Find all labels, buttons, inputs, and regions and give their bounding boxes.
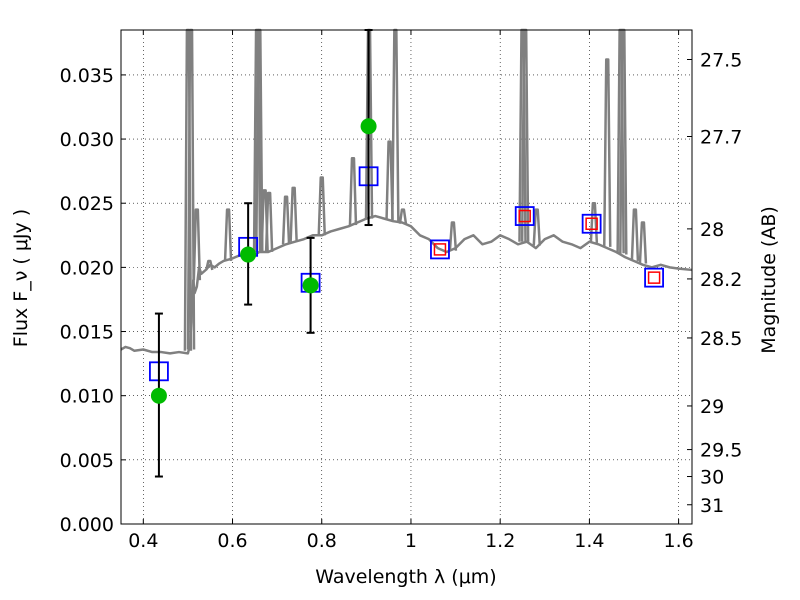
model-photometry-square [514, 206, 535, 226]
y-tick-label: 0.015 [60, 322, 114, 344]
spectrum-layer [120, 28, 693, 355]
emission-line [264, 191, 274, 253]
emission-line [192, 208, 202, 281]
y-tick-label: 0.000 [60, 514, 114, 536]
emission-line [602, 58, 612, 247]
emission-line [317, 176, 326, 236]
right-tick-label: 29.5 [700, 440, 742, 462]
emission-line [281, 195, 291, 245]
observed-point [240, 246, 257, 263]
emission-line [398, 208, 408, 224]
y-tick-label: 0.020 [60, 257, 114, 279]
model-photometry-square [581, 213, 602, 234]
x-axis-label: Wavelength λ (μm) [315, 566, 496, 588]
right-tick-label: 28.5 [700, 328, 742, 350]
emission-line [223, 208, 233, 262]
model-photometry-square [430, 239, 450, 260]
right-tick-label: 28.2 [700, 269, 742, 291]
y-tick-label: 0.035 [60, 65, 114, 87]
emission-line [589, 201, 599, 244]
y-tick-label: 0.025 [60, 193, 114, 215]
emission-line [638, 221, 648, 264]
right-tick-label: 30 [700, 467, 724, 489]
emission-line [289, 186, 298, 242]
upper-limit-square [647, 271, 661, 284]
plot-frame [120, 29, 693, 525]
y-tick-label: 0.030 [60, 129, 114, 151]
emission-line [205, 259, 214, 271]
right-tick-label: 27.7 [700, 126, 742, 148]
marker-layer [149, 29, 664, 478]
x-tick-label: 0.4 [128, 530, 158, 552]
right-tick-label: 28 [700, 219, 724, 241]
x-tick-label: 0.8 [307, 530, 337, 552]
observed-point [302, 277, 319, 294]
y-axis-label: Flux F_ν ( μJy ) [10, 209, 32, 347]
x-tick-label: 1.2 [485, 530, 515, 552]
model-photometry-square [644, 267, 664, 288]
observed-point [150, 387, 167, 404]
observed-point [360, 118, 377, 135]
emission-line [348, 157, 358, 226]
y-tick-label: 0.010 [60, 386, 114, 408]
y-tick-label: 0.005 [60, 450, 114, 472]
upper-limit-square [518, 209, 531, 223]
emission-line [391, 28, 400, 222]
x-tick-label: 1 [405, 530, 417, 552]
right-tick-label: 27.5 [700, 50, 742, 72]
x-tick-label: 1.6 [664, 530, 694, 552]
emission-line [532, 208, 542, 246]
tick-layer: 0.4 0.6 0.8 1 1.2 1.4 1.6 0.000 0.005 0.010 0.015 0… [60, 30, 742, 552]
x-tick-label: 1.4 [574, 530, 604, 552]
model-spectrum-line [120, 214, 693, 355]
x-tick-label: 0.6 [217, 530, 247, 552]
right-tick-label: 29 [700, 396, 724, 418]
emission-line [630, 208, 640, 262]
upper-limit-square [585, 217, 598, 231]
upper-limit-square [433, 243, 447, 256]
right-axis-label: Magnitude (AB) [758, 206, 780, 354]
right-tick-label: 31 [700, 495, 724, 517]
emission-line [448, 221, 458, 251]
